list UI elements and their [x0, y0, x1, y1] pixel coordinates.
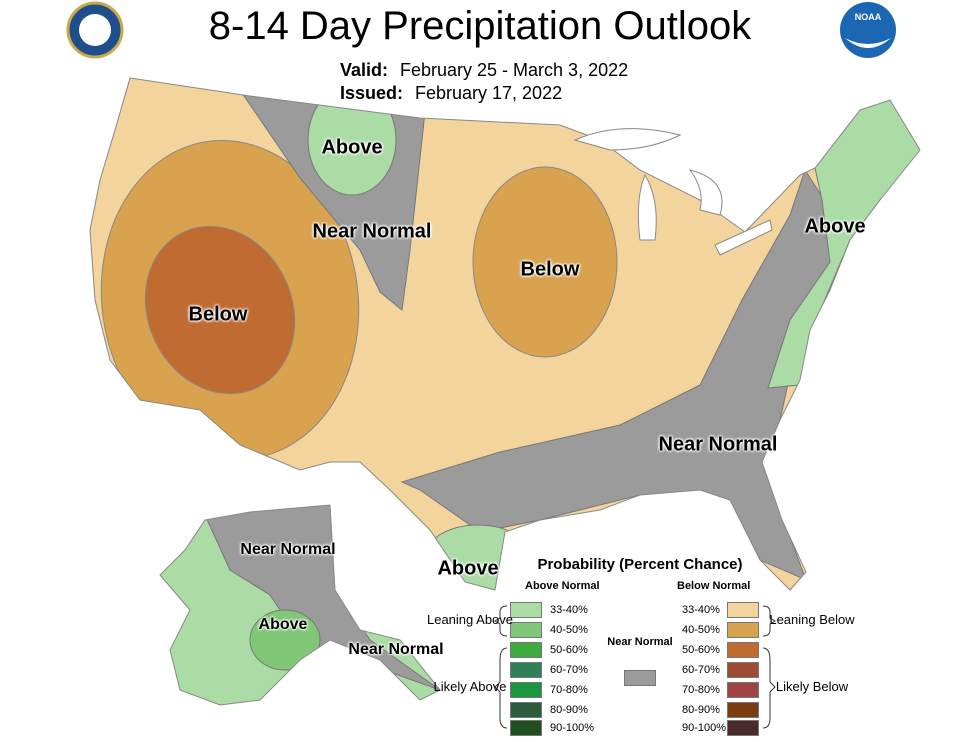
legend-range: 33-40% [682, 604, 720, 616]
map-label: Above [321, 136, 383, 159]
conus-outline [89, 77, 921, 591]
legend-title: Probability (Percent Chance) [537, 556, 743, 573]
legend-swatch [727, 662, 759, 678]
legend-range: 60-70% [550, 664, 588, 676]
lake-superior [573, 128, 682, 151]
legend-group: Leaning Above [426, 611, 514, 627]
map-label: Below [188, 303, 248, 326]
region-above-alaska-40 [249, 609, 321, 671]
legend-swatch [510, 602, 542, 618]
legend-swatch [727, 702, 759, 718]
valid-dates: February 25 - March 3, 2022 [400, 60, 629, 80]
legend-swatch [510, 702, 542, 718]
alaska-outline [159, 504, 441, 706]
legend-swatch [510, 720, 542, 736]
legend-range: 60-70% [682, 664, 720, 676]
legend-range: 70-80% [682, 684, 720, 696]
issued-label: Issued: [340, 83, 404, 103]
legend-range: 80-90% [682, 704, 720, 716]
legend-near-label: Near Normal [607, 636, 673, 648]
legend-range: 70-80% [550, 684, 588, 696]
legend-range: 40-50% [550, 624, 588, 636]
region-below-40-midwest [472, 166, 618, 358]
seal-center [79, 14, 111, 46]
legend-swatch [727, 602, 759, 618]
title: 8-14 Day Precipitation Outlook [208, 4, 752, 48]
map-label: Above [437, 557, 499, 580]
brace [762, 605, 776, 637]
logo-text: NOAA [854, 12, 882, 22]
legend-below-header: Below Normal [677, 580, 751, 592]
valid-label: Valid: [340, 60, 389, 80]
legend-range: 90-100% [550, 722, 595, 734]
legend-swatch [727, 682, 759, 698]
map-label: Near Normal [312, 220, 432, 243]
legend-swatch [510, 662, 542, 678]
region-below-50 [144, 225, 296, 395]
lake-michigan [637, 173, 657, 241]
legend-range: 80-90% [550, 704, 588, 716]
alaska-regions [160, 505, 440, 705]
map-label: Near Normal [658, 433, 778, 456]
legend-range: 40-50% [682, 624, 720, 636]
map-label: Below [520, 258, 580, 281]
legend-swatch [727, 642, 759, 658]
lake-huron [688, 169, 723, 216]
legend-swatch-near [624, 670, 656, 686]
brace [494, 647, 508, 729]
legend-range: 33-40% [550, 604, 588, 616]
map-label: Near Normal [240, 540, 336, 558]
legend-range: 50-60% [550, 644, 588, 656]
legend-swatch [727, 720, 759, 736]
map-label: Above [804, 215, 866, 238]
legend-group: Leaning Below [769, 611, 855, 627]
lake-erie [714, 219, 773, 256]
legend-swatch [727, 622, 759, 638]
noaa-logo [840, 2, 896, 58]
legend-group: Likely Above [433, 678, 507, 694]
map-label: Near Normal [348, 640, 444, 658]
issued-date: February 17, 2022 [415, 83, 563, 103]
legend-group: Likely Below [775, 678, 849, 694]
brace [494, 605, 508, 637]
legend-swatch [510, 682, 542, 698]
legend-above-header: Above Normal [525, 580, 600, 592]
legend-swatch [510, 622, 542, 638]
legend-range: 50-60% [682, 644, 720, 656]
legend-swatch [510, 642, 542, 658]
map-label: Above [258, 615, 308, 633]
noaa-gull [845, 38, 891, 48]
legend-range: 90-100% [682, 722, 727, 734]
brace [762, 647, 776, 729]
